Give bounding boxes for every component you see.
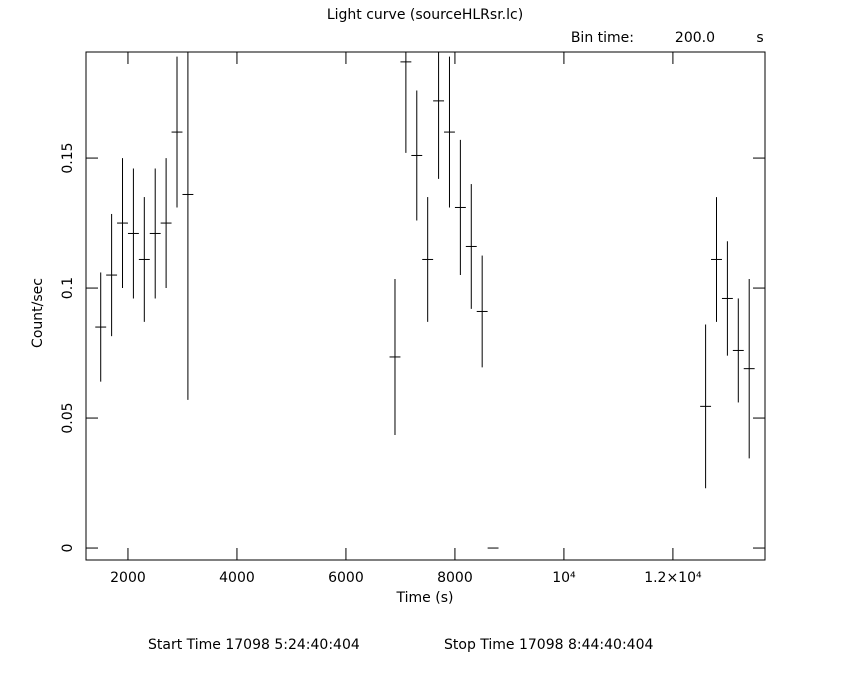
start-time: Start Time 17098 5:24:40:404 — [148, 637, 360, 653]
x-tick-label: 2000 — [110, 570, 146, 586]
stop-time: Stop Time 17098 8:44:40:404 — [444, 637, 653, 653]
x-tick-label: 10⁴ — [552, 570, 576, 586]
x-axis-label: Time (s) — [396, 590, 454, 606]
y-axis-label: Count/sec — [30, 278, 46, 348]
y-tick-label: 0.05 — [60, 402, 76, 433]
data-layer — [95, 52, 755, 549]
plot-frame — [85, 51, 766, 561]
x-tick-label: 6000 — [328, 570, 364, 586]
y-tick-label: 0 — [60, 544, 76, 553]
x-tick-label: 4000 — [219, 570, 255, 586]
bin-time-value: 200.0 — [675, 30, 715, 46]
bin-time-text: Bin time: — [571, 30, 634, 46]
x-tick-label: 8000 — [437, 570, 473, 586]
chart-title: Light curve (sourceHLRsr.lc) — [327, 7, 523, 23]
y-tick-label: 0.1 — [60, 277, 76, 299]
x-tick-label: 1.2×10⁴ — [644, 570, 702, 586]
bin-time-unit: s — [756, 30, 763, 46]
y-tick-label: 0.15 — [60, 142, 76, 173]
